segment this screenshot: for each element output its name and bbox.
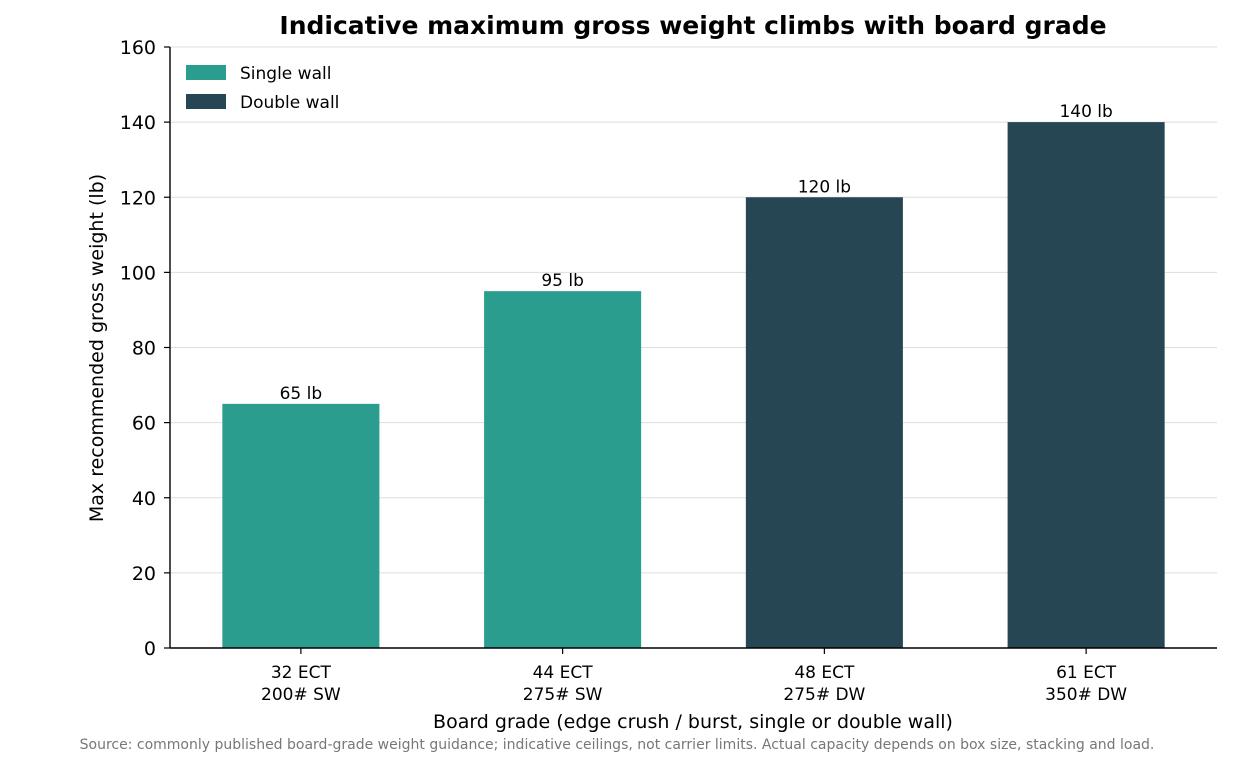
- x-axis-label: Board grade (edge crush / burst, single …: [433, 711, 953, 733]
- y-tick-label: 120: [120, 187, 156, 209]
- x-tick-label: 200# SW: [261, 685, 341, 705]
- x-tick-label: 350# DW: [1045, 685, 1127, 705]
- legend-label-double-wall: Double wall: [240, 93, 339, 113]
- bar-value-label: 120 lb: [798, 177, 851, 197]
- x-tick-label: 44 ECT: [533, 663, 594, 683]
- legend-label-single-wall: Single wall: [240, 64, 331, 84]
- x-tick-label: 32 ECT: [271, 663, 332, 683]
- source-note: Source: commonly published board-grade w…: [80, 737, 1155, 753]
- y-tick-label: 40: [132, 488, 156, 510]
- bar: [222, 403, 380, 648]
- bar-value-label: 140 lb: [1059, 102, 1112, 122]
- y-tick-label: 140: [120, 112, 156, 134]
- chart-title: Indicative maximum gross weight climbs w…: [279, 11, 1106, 40]
- bar: [1007, 122, 1165, 648]
- value-labels: 65 lb 95 lb 120 lb 140 lb: [280, 102, 1113, 404]
- x-tick-label: 275# DW: [783, 685, 865, 705]
- y-ticks: 0 20 40 60 80 100 120 140 160: [120, 37, 170, 660]
- y-tick-label: 160: [120, 37, 156, 59]
- y-tick-label: 80: [132, 338, 156, 360]
- y-tick-label: 0: [144, 638, 156, 660]
- y-tick-label: 60: [132, 413, 156, 435]
- legend-swatch-single-wall: [186, 65, 226, 80]
- legend-swatch-double-wall: [186, 94, 226, 109]
- x-tick-label: 275# SW: [523, 685, 603, 705]
- x-tick-label: 61 ECT: [1056, 663, 1117, 683]
- legend: Single wall Double wall: [186, 64, 339, 113]
- y-axis-label: Max recommended gross weight (lb): [86, 174, 108, 522]
- y-tick-label: 20: [132, 563, 156, 585]
- x-tick-label: 48 ECT: [794, 663, 855, 683]
- bars: [222, 122, 1165, 648]
- bar-value-label: 65 lb: [280, 384, 323, 404]
- bar-value-label: 95 lb: [541, 271, 584, 291]
- bar: [484, 291, 642, 648]
- y-tick-label: 100: [120, 262, 156, 284]
- bar: [745, 197, 903, 648]
